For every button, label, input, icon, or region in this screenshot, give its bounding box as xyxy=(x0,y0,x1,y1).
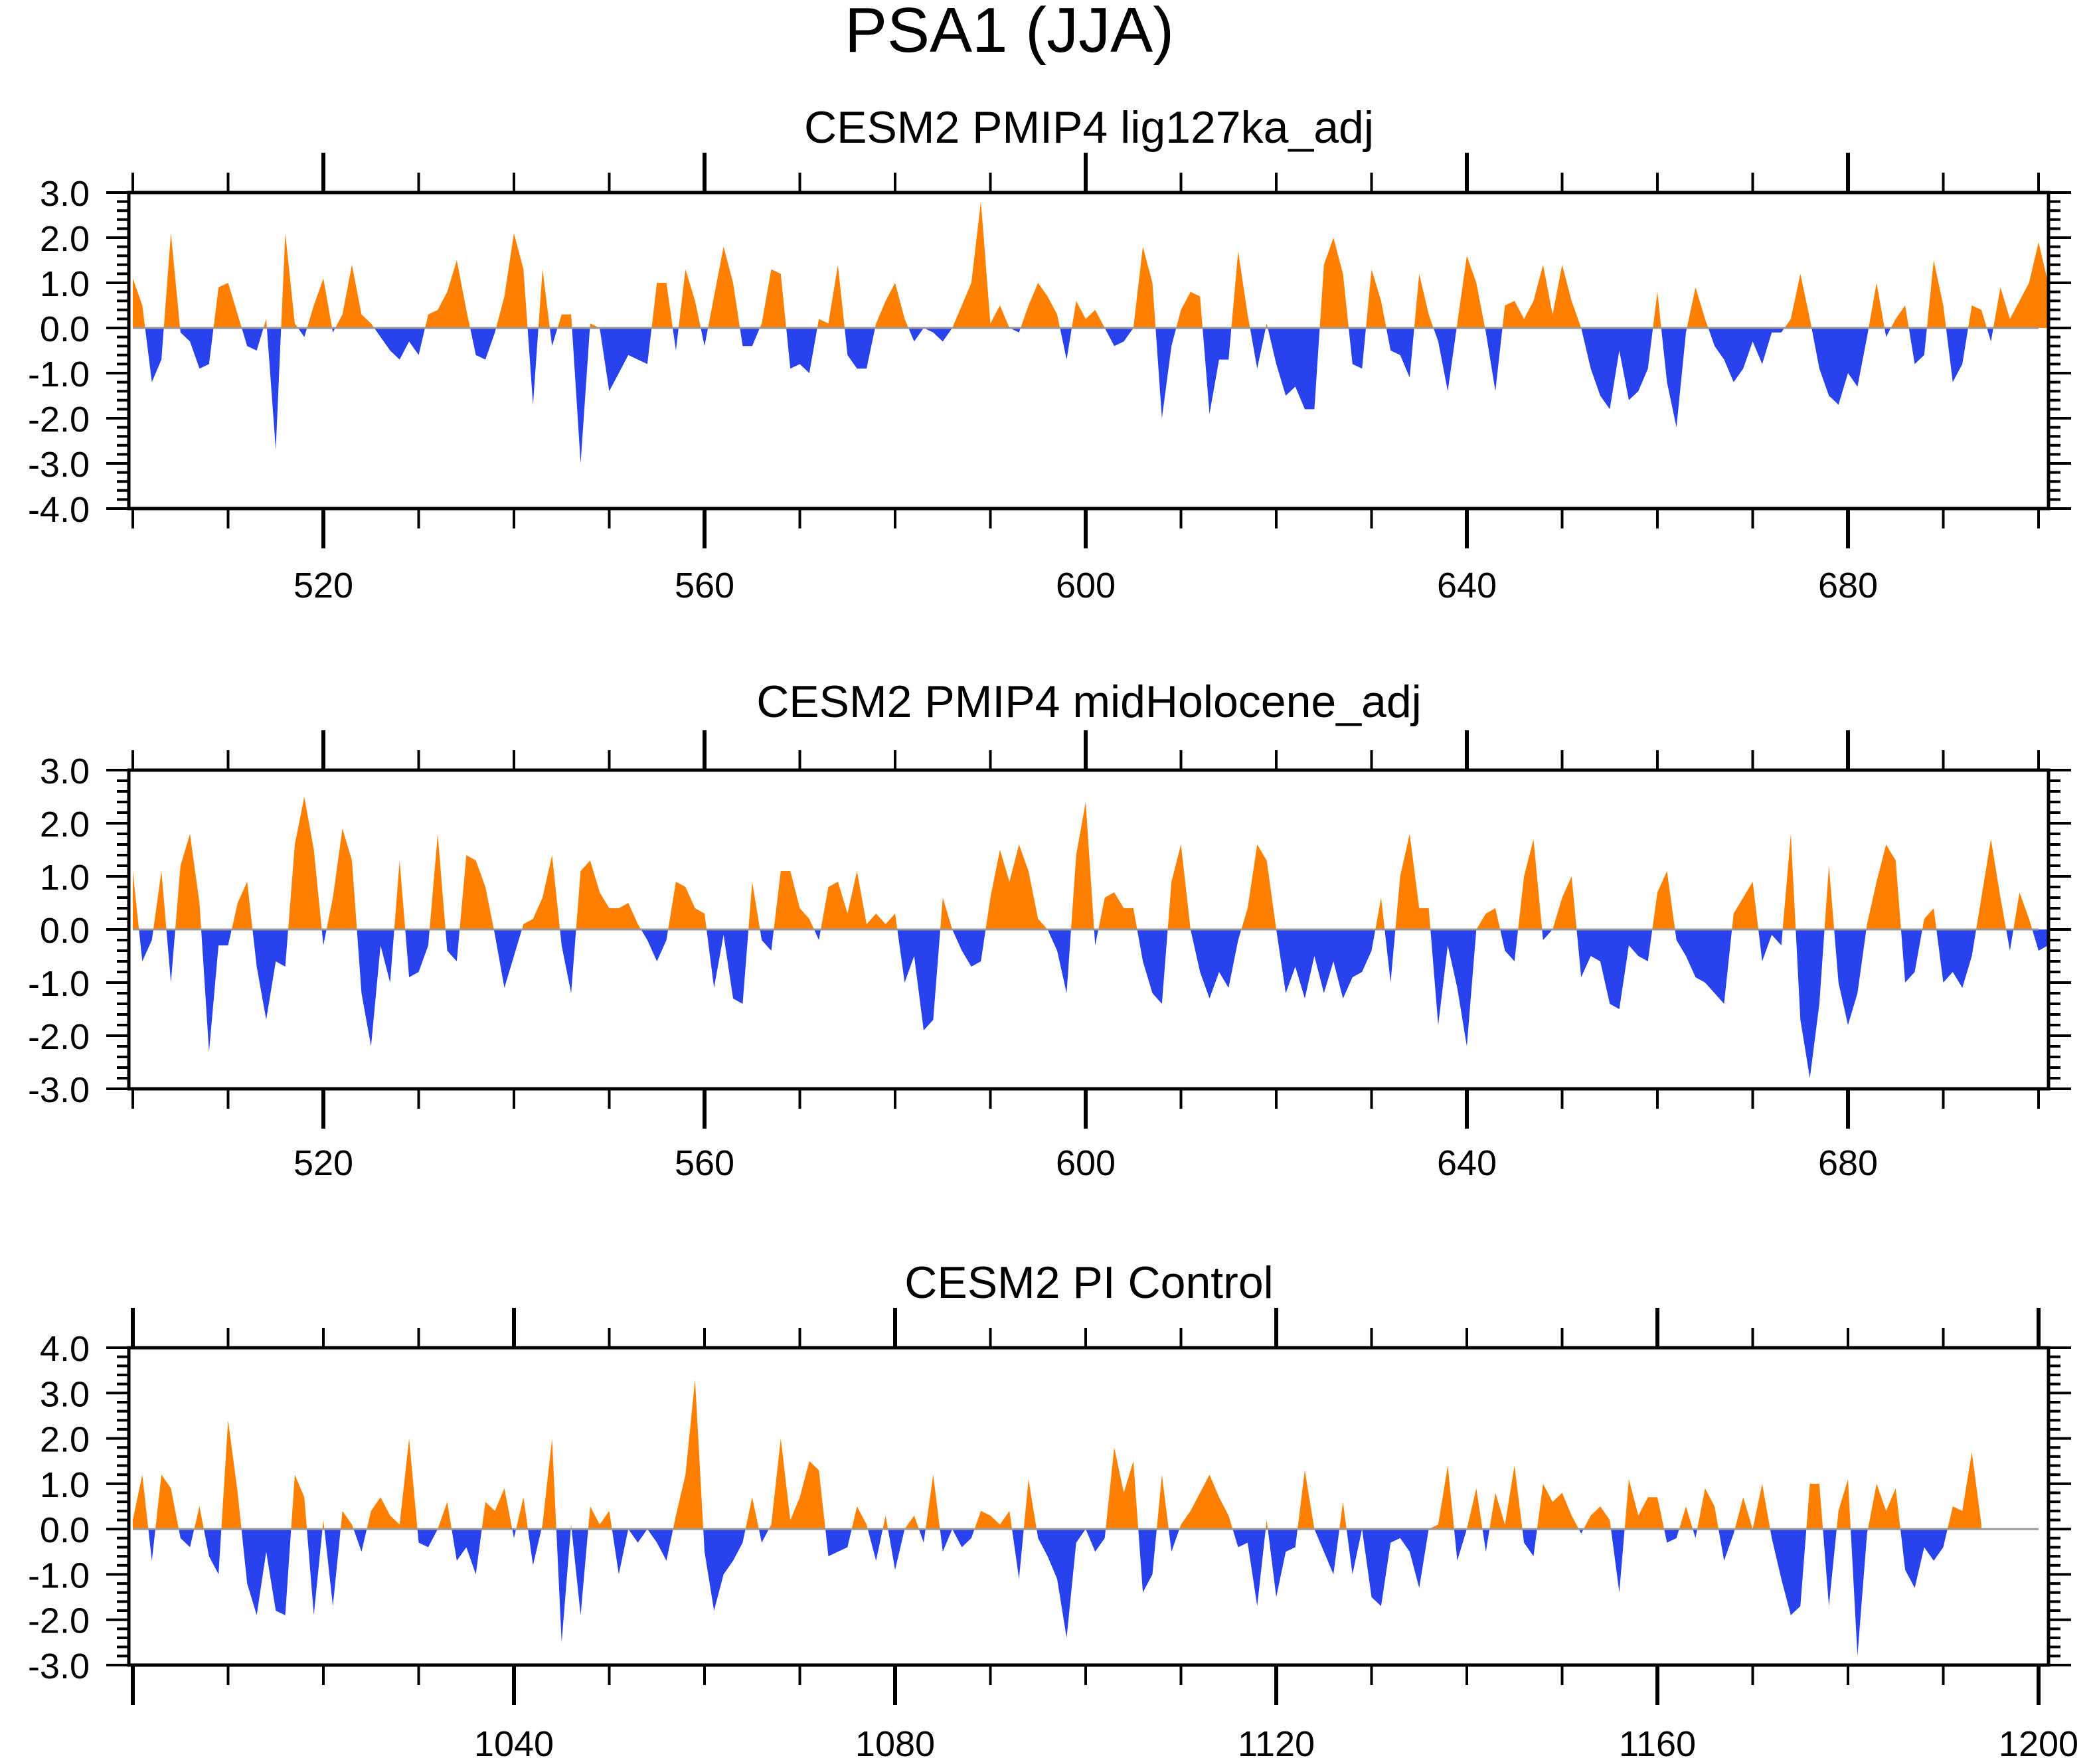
panel-title: CESM2 PMIP4 midHolocene_adj xyxy=(756,677,1422,727)
x-tick-label: 640 xyxy=(1437,566,1497,605)
y-tick-label: -1.0 xyxy=(28,355,90,394)
negative-area xyxy=(133,929,2049,1078)
y-tick-label: -3.0 xyxy=(28,1070,90,1110)
y-tick-label: -1.0 xyxy=(28,964,90,1004)
plot-frame xyxy=(127,191,2051,511)
y-tick-label: 3.0 xyxy=(40,752,90,791)
x-tick-label: 560 xyxy=(675,566,734,605)
y-tick-label: -2.0 xyxy=(28,400,90,440)
y-tick-label: -4.0 xyxy=(28,490,90,530)
panel-midholocene: CESM2 PMIP4 midHolocene_adj 3.0 2.0 1.0 0.0 -… xyxy=(28,677,2071,1183)
x-tick-label: 1080 xyxy=(855,1724,935,1764)
x-tick-label: 560 xyxy=(675,1143,734,1183)
x-tick-label: 520 xyxy=(293,566,353,605)
y-tick-label: 2.0 xyxy=(40,805,90,844)
y-tick-label: -3.0 xyxy=(28,445,90,485)
y-tick-label: 2.0 xyxy=(40,219,90,259)
x-tick-label: 1160 xyxy=(1619,1724,1696,1764)
y-tick-label: 3.0 xyxy=(40,174,90,214)
y-tick-label: 3.0 xyxy=(40,1374,90,1414)
x-tick-label: 600 xyxy=(1056,566,1116,605)
y-tick-label: 1.0 xyxy=(40,264,90,304)
y-tick-label: 1.0 xyxy=(40,1465,90,1505)
plot-frame xyxy=(127,1346,2051,1667)
x-tick-label: 680 xyxy=(1818,1143,1878,1183)
x-tick-label: 1120 xyxy=(1238,1724,1315,1764)
panel-lig127ka: CESM2 PMIP4 lig127ka_adj 3.0 2.0 1.0 0.0 -1.0… xyxy=(28,102,2071,605)
y-tick-label: 4.0 xyxy=(40,1329,90,1369)
positive-area xyxy=(133,1379,1981,1530)
figure-title: PSA1 (JJA) xyxy=(845,0,1174,66)
y-tick-label: 2.0 xyxy=(40,1420,90,1460)
y-tick-label: 0.0 xyxy=(40,309,90,349)
y-tick-label: -1.0 xyxy=(28,1556,90,1595)
x-tick-label: 600 xyxy=(1056,1143,1116,1183)
y-tick-label: 0.0 xyxy=(40,1510,90,1550)
negative-area xyxy=(133,328,2049,463)
negative-area xyxy=(148,1529,1948,1656)
positive-area xyxy=(133,797,2049,929)
x-tick-label: 680 xyxy=(1818,566,1878,605)
positive-area xyxy=(133,201,2049,328)
x-tick-label: 1040 xyxy=(474,1724,554,1764)
y-tick-label: -2.0 xyxy=(28,1601,90,1641)
x-tick-label: 520 xyxy=(293,1143,353,1183)
y-tick-label: 0.0 xyxy=(40,911,90,951)
panel-title: CESM2 PI Control xyxy=(904,1257,1274,1308)
x-tick-label: 640 xyxy=(1437,1143,1497,1183)
panel-title: CESM2 PMIP4 lig127ka_adj xyxy=(804,102,1374,153)
x-tick-label: 1200 xyxy=(1999,1724,2078,1764)
y-tick-label: 1.0 xyxy=(40,858,90,898)
panel-pi-control: CESM2 PI Control 4.0 3.0 2.0 1.0 0.0 -1.0 -2.0 -… xyxy=(28,1257,2078,1764)
y-tick-label: -3.0 xyxy=(28,1646,90,1686)
y-tick-label: -2.0 xyxy=(28,1017,90,1057)
